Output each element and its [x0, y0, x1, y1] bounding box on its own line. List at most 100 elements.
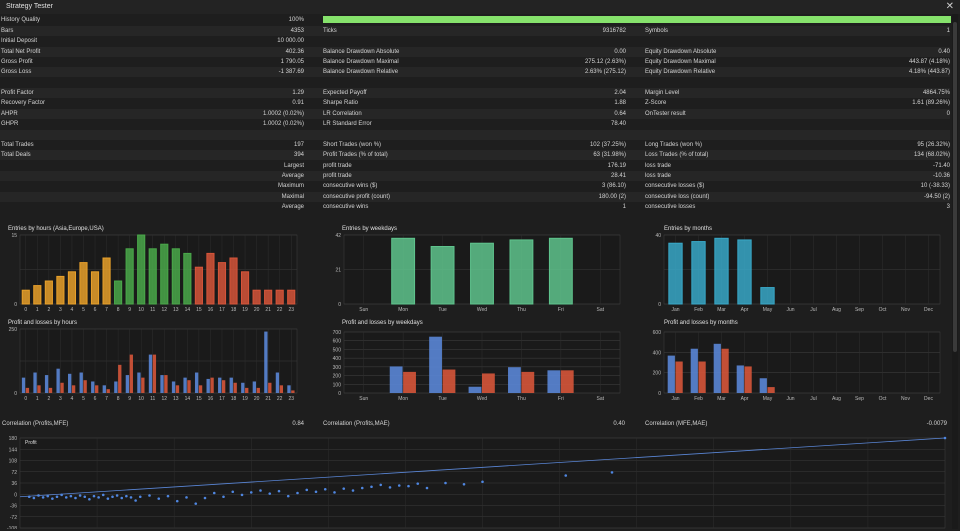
- scatter-point: [416, 482, 420, 485]
- y-tick-label: 400: [653, 350, 662, 356]
- stat-label: Balance Drawdown Absolute: [323, 48, 400, 55]
- stat-value: 1.0002 (0.02%): [262, 121, 304, 128]
- stat-label: Profit Trades (% of total): [323, 152, 388, 159]
- x-tick-label: 6: [94, 396, 97, 402]
- scatter-point: [323, 487, 327, 491]
- y-tick-label: 600: [333, 339, 342, 345]
- y-tick-label: -36: [10, 504, 17, 510]
- x-tick-label: 17: [219, 396, 225, 402]
- stat-value: 0: [946, 110, 950, 117]
- x-tick-label: 15: [196, 307, 202, 313]
- bar: [668, 242, 683, 305]
- y-tick-label: 0: [338, 391, 341, 397]
- bar: [25, 387, 30, 393]
- bar: [21, 289, 30, 305]
- x-tick-label: 13: [173, 396, 179, 402]
- scatter-point: [268, 492, 272, 495]
- x-tick-label: Jan: [671, 396, 679, 402]
- bar: [21, 377, 26, 393]
- bar: [194, 266, 203, 305]
- scatter-point: [134, 499, 137, 502]
- entries-by-months-panel: Entries by months 0 40 Jan Feb Mar Apr May Jun J…: [644, 224, 944, 316]
- scatter-point: [106, 497, 110, 500]
- x-tick-label: 20: [254, 307, 260, 313]
- stat-label: Total Net Profit: [1, 48, 41, 55]
- vertical-scrollbar[interactable]: [952, 14, 958, 529]
- bar: [60, 382, 64, 393]
- stats-row: AHPR 1.0002 (0.02%) LR Correlation 0.64 OnTe…: [0, 108, 950, 119]
- x-tick-label: 15: [196, 396, 202, 402]
- bar: [83, 380, 87, 393]
- x-tick-label: Mar: [717, 307, 726, 313]
- bar: [468, 386, 482, 393]
- entries-by-months-chart: 0 40 Jan Feb Mar Apr May Jun Jul Aug Sep Oct Nov Dec: [655, 233, 941, 313]
- stat-label: Gross Profit: [1, 59, 33, 66]
- x-tick-label: Jul: [810, 396, 816, 402]
- chart-title: Entries by weekdays: [342, 226, 398, 232]
- stat-value: Average: [281, 203, 304, 210]
- bar: [206, 378, 210, 393]
- stat-label: Loss Trades (% of total): [645, 152, 709, 159]
- stat-value: 10 000.00: [277, 38, 304, 45]
- scatter-point: [69, 494, 73, 498]
- x-tick-label: 2: [47, 307, 50, 313]
- bar: [521, 371, 535, 393]
- bar: [264, 331, 268, 393]
- x-tick-label: Apr: [741, 307, 749, 313]
- bar: [79, 262, 88, 305]
- bar: [152, 354, 157, 393]
- x-tick-label: 0: [24, 396, 27, 402]
- x-tick-label: 22: [277, 396, 283, 402]
- x-tick-label: 16: [208, 396, 214, 402]
- x-tick-label: Wed: [477, 307, 487, 313]
- bar: [667, 355, 675, 393]
- bar: [430, 246, 455, 305]
- stats-row: Gross Profit 1 790.05 Balance Drawdown Max…: [0, 57, 950, 67]
- stat-label: Z-Score: [645, 100, 667, 107]
- scatter-point: [101, 493, 105, 497]
- entries-by-hours-panel: Entries by hours (Asia,Europe,USA) 0 15 0 1…: [0, 224, 300, 316]
- bar: [233, 382, 237, 393]
- bar: [252, 289, 261, 305]
- bar: [175, 385, 180, 393]
- x-tick-label: 9: [128, 307, 131, 313]
- bar: [33, 285, 42, 305]
- stats-row: Bars 4353 Ticks 9316782 Symbols 1: [0, 26, 950, 36]
- stat-label: Ticks: [323, 28, 337, 34]
- stat-value: 2.63% (275.12): [584, 69, 626, 76]
- bar: [287, 289, 296, 305]
- close-icon[interactable]: ✕: [945, 1, 954, 12]
- stat-label: Bars: [1, 28, 14, 34]
- stat-label: loss trade: [645, 172, 672, 179]
- bar: [125, 248, 134, 305]
- correlation-label: Correlation (Profits,MAE): [323, 421, 390, 427]
- x-tick-label: May: [763, 307, 773, 313]
- x-tick-label: 1: [36, 307, 39, 313]
- scatter-point: [51, 497, 54, 500]
- x-tick-label: 23: [288, 396, 294, 402]
- x-tick-label: Sat: [597, 307, 605, 313]
- stat-value: 1.61 (89.26%): [912, 100, 950, 107]
- stat-value: Maximum: [277, 183, 304, 190]
- stat-label: AHPR: [1, 110, 18, 117]
- bar: [218, 377, 222, 393]
- bar: [245, 387, 249, 393]
- bar: [509, 239, 534, 305]
- bar: [44, 280, 53, 305]
- bar: [44, 375, 49, 393]
- bar: [391, 237, 416, 305]
- x-tick-label: Wed: [477, 396, 487, 402]
- scrollbar-thumb[interactable]: [953, 22, 957, 352]
- x-tick-label: 14: [185, 396, 191, 402]
- scatter-point: [610, 471, 614, 474]
- scatter-point: [88, 497, 91, 501]
- x-tick-label: Thu: [517, 396, 526, 402]
- x-tick-label: 6: [94, 307, 97, 313]
- x-tick-label: 20: [254, 396, 260, 402]
- stats-row: Profit Factor 1.29 Expected Payoff 2.04 Marg…: [0, 88, 950, 99]
- x-tick-label: 19: [242, 396, 248, 402]
- x-tick-label: Sep: [855, 307, 864, 313]
- plot-area: [663, 331, 941, 394]
- bar: [141, 377, 145, 393]
- scatter-point: [351, 489, 355, 492]
